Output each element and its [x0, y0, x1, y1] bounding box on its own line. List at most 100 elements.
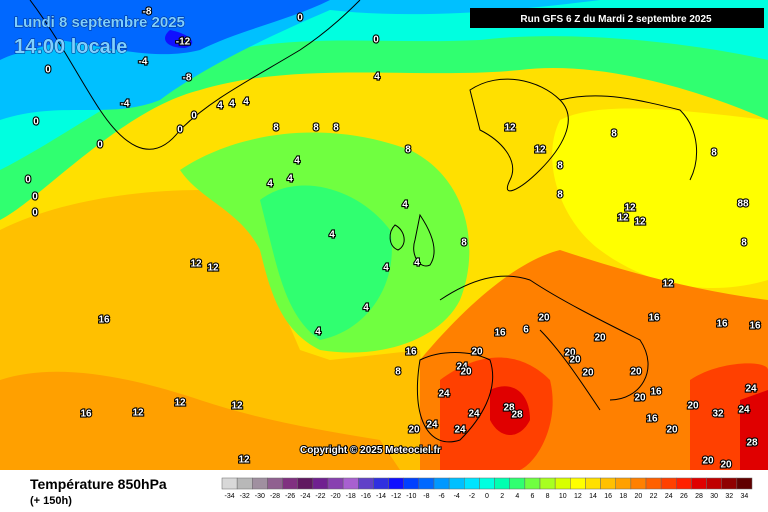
temperature-label: 20 — [634, 393, 646, 404]
temperature-label: 4 — [374, 72, 380, 83]
temperature-label: 0 — [32, 208, 38, 219]
temperature-label: 16 — [648, 313, 660, 324]
temperature-label: 8 — [711, 148, 717, 159]
scale-tick-label: 12 — [574, 493, 582, 500]
scale-tick-label: 28 — [695, 493, 703, 500]
scale-tick-label: -16 — [361, 493, 371, 500]
temperature-label: 16 — [80, 409, 92, 420]
footer-title: Température 850hPa — [30, 476, 167, 492]
temperature-label: 24 — [454, 425, 466, 436]
temperature-label: 4 — [243, 97, 249, 108]
scale-swatch — [312, 477, 329, 490]
scale-tick-label: -30 — [255, 493, 265, 500]
scale-tick-label: 6 — [530, 493, 534, 500]
temperature-label: 0 — [191, 111, 197, 122]
temperature-label: 12 — [238, 455, 250, 466]
temperature-label: 24 — [456, 362, 468, 373]
temperature-label: 8 — [313, 123, 319, 134]
temperature-label: 20 — [630, 367, 642, 378]
scale-tick-label: -18 — [346, 493, 356, 500]
temperature-label: 24 — [738, 405, 750, 416]
temperature-label: 0 — [177, 125, 183, 136]
temperature-label: -4 — [139, 57, 148, 68]
scale-swatch — [736, 477, 753, 490]
scale-tick-label: -12 — [391, 493, 401, 500]
scale-swatch — [403, 477, 420, 490]
temperature-label: 0 — [97, 140, 103, 151]
temperature-label: 4 — [383, 263, 389, 274]
temperature-label: 12 — [207, 263, 219, 274]
temperature-label: 28 — [511, 410, 523, 421]
scale-tick-label: 26 — [680, 493, 688, 500]
temperature-label: -12 — [176, 37, 191, 48]
temperature-label: 20 — [594, 333, 606, 344]
temperature-label: 8 — [741, 238, 747, 249]
scale-swatch — [691, 477, 707, 490]
temperature-label: 24 — [438, 389, 450, 400]
temperature-label: 8 — [557, 190, 563, 201]
color-scale: -34 -32 -30 -28 -26 -24 -22 -20 -18 -16 -14 -12 -10-… — [221, 477, 753, 500]
temperature-label: 16 — [494, 328, 506, 339]
scale-tick-label: 24 — [665, 493, 673, 500]
temperature-label: 20 — [720, 460, 732, 471]
scale-swatch — [600, 477, 616, 490]
temperature-label: 8 — [333, 123, 339, 134]
scale-tick-label: 16 — [604, 493, 612, 500]
temperature-label: 20 — [408, 425, 420, 436]
scale-swatch — [676, 477, 692, 490]
temperature-label: 6 — [523, 325, 529, 336]
temperature-label: 8 — [461, 238, 467, 249]
scale-swatch — [448, 477, 465, 490]
scale-tick-label: -26 — [285, 493, 295, 500]
temperature-label: 88 — [737, 199, 749, 210]
forecast-date: Lundi 8 septembre 2025 — [14, 14, 185, 31]
temperature-label: 16 — [650, 387, 662, 398]
temperature-label: 12 — [617, 213, 629, 224]
temperature-label: -8 — [143, 7, 152, 18]
temperature-label: 32 — [712, 409, 724, 420]
temperature-label: 20 — [538, 313, 550, 324]
scale-tick-label: 2 — [500, 493, 504, 500]
temperature-label: 12 — [174, 398, 186, 409]
scale-tick-label: -32 — [240, 493, 250, 500]
temperature-label: 4 — [315, 327, 321, 338]
scale-tick-label: 0 — [485, 493, 489, 500]
temperature-label: 4 — [414, 258, 420, 269]
temperature-label: 0 — [25, 175, 31, 186]
scale-tick-label: 4 — [515, 493, 519, 500]
scale-swatch — [342, 477, 359, 490]
temperature-label: 24 — [468, 409, 480, 420]
scale-swatch — [721, 477, 738, 490]
temperature-label: 20 — [687, 401, 699, 412]
temperature-label: 0 — [33, 117, 39, 128]
run-info: Run GFS 6 Z du Mardi 2 septembre 2025 — [520, 14, 712, 25]
temperature-label: 8 — [273, 123, 279, 134]
temperature-label: 16 — [749, 321, 761, 332]
temperature-label: 20 — [666, 425, 678, 436]
scale-swatch — [388, 477, 404, 490]
scale-tick-label: 8 — [546, 493, 550, 500]
temperature-label: 20 — [569, 355, 581, 366]
scale-swatch — [615, 477, 632, 490]
temperature-label: 24 — [745, 384, 757, 395]
scale-swatch — [570, 477, 586, 490]
scale-swatch — [297, 477, 314, 490]
scale-tick-label: -2 — [469, 493, 475, 500]
temperature-label: -8 — [183, 73, 192, 84]
scale-tick-label: 10 — [559, 493, 567, 500]
scale-tick-label: 32 — [725, 493, 733, 500]
temperature-label: 4 — [294, 156, 300, 167]
scale-tick-label: 20 — [635, 493, 643, 500]
temperature-label: 12 — [634, 217, 646, 228]
scale-swatch — [282, 477, 298, 490]
temperature-label: 8 — [405, 145, 411, 156]
temperature-label: 4 — [229, 99, 235, 110]
temperature-label: 28 — [503, 403, 515, 414]
scale-tick-label: -4 — [454, 493, 460, 500]
temperature-label: 16 — [646, 414, 658, 425]
scale-swatch — [221, 477, 238, 490]
scale-swatch — [509, 477, 526, 490]
temperature-label: -4 — [121, 99, 130, 110]
